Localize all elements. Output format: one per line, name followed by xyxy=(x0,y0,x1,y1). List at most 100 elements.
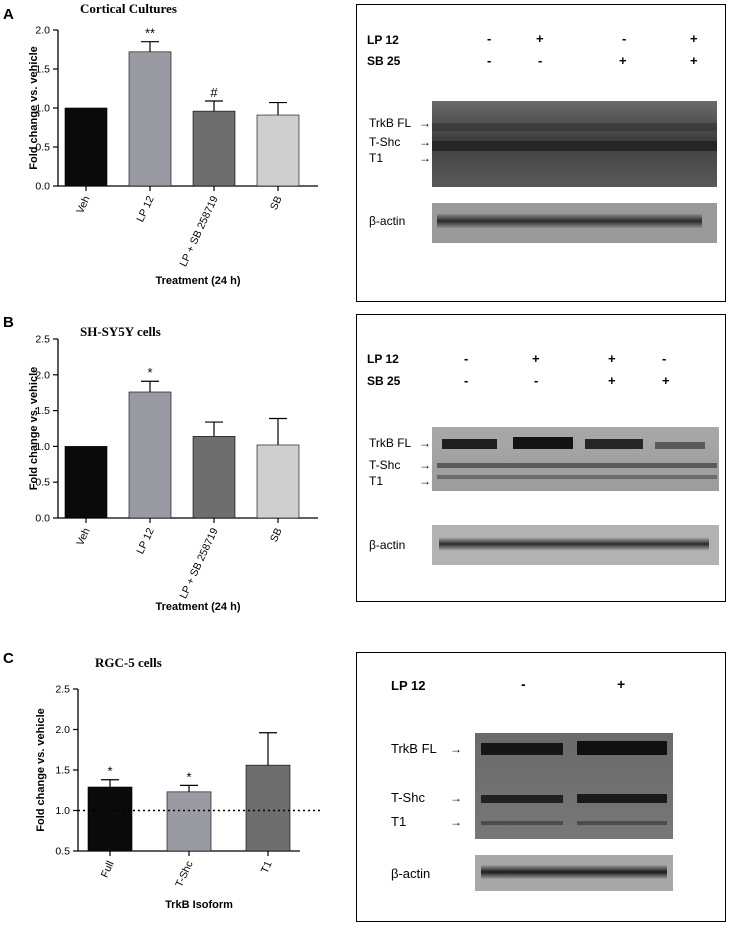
y-tick-label: 1.5 xyxy=(35,405,50,417)
y-axis-label: Fold change vs. vehicle xyxy=(28,46,40,170)
x-axis-label: TrkB Isoform xyxy=(165,899,233,911)
bar xyxy=(128,391,172,519)
y-tick-label: 0.0 xyxy=(35,513,50,525)
arrow-icon: → xyxy=(419,116,431,130)
bar xyxy=(64,107,108,187)
blot-b-row-label-sb25: SB 25 xyxy=(367,374,401,388)
x-axis-label: Treatment (24 h) xyxy=(156,601,241,613)
x-tick-label: LP 12 xyxy=(134,526,156,556)
blot-a-band-label-t1: T1 xyxy=(369,151,383,165)
bar xyxy=(192,110,236,187)
blot-b-band-label-trkb-fl: TrkB FL xyxy=(369,436,412,450)
blot-b-sign: + xyxy=(532,351,540,366)
bar xyxy=(87,786,133,852)
x-tick-label: SB xyxy=(268,526,285,544)
blot-b-membrane xyxy=(432,427,719,491)
significance-marker: * xyxy=(186,769,191,784)
bar-chart-rgc-5: RGC-5 cells 0.5 1.0 1.5 2.0 2.5 Fold change vs… xyxy=(35,655,320,911)
blot-a-row-label-sb25: SB 25 xyxy=(367,54,401,68)
significance-marker: * xyxy=(107,764,112,779)
blot-a-sign: + xyxy=(690,31,698,46)
x-tick-label: LP + SB 258719 xyxy=(177,194,220,269)
bar xyxy=(256,114,300,187)
y-tick-label: 1.5 xyxy=(35,64,50,76)
blot-c-band-label-trkb-fl: TrkB FL xyxy=(391,741,437,756)
chart-title: Cortical Cultures xyxy=(80,1,177,16)
x-tick-label: LP 12 xyxy=(134,194,156,224)
y-tick-label: 1.0 xyxy=(55,805,70,817)
panel-letter-c: C xyxy=(3,650,14,667)
blot-a-sign: + xyxy=(536,31,544,46)
arrow-icon: → xyxy=(419,458,431,472)
blot-a-sign: - xyxy=(487,31,491,46)
chart-title: SH-SY5Y cells xyxy=(80,324,161,339)
significance-marker: ** xyxy=(145,26,155,41)
blot-a-band-label-tshc: T-Shc xyxy=(369,135,400,149)
blot-b-sign: - xyxy=(534,373,538,388)
blot-a-row-label-lp12: LP 12 xyxy=(367,33,399,47)
blot-a-actin-label: β-actin xyxy=(369,214,405,228)
western-blot-panel-a: LP 12 SB 25 - + - + - - + + TrkB FL → T-… xyxy=(356,4,726,302)
y-tick-label: 1.0 xyxy=(35,103,50,115)
blot-a-sign: - xyxy=(487,53,491,68)
y-tick-label: 0.5 xyxy=(35,142,50,154)
blot-b-sign: + xyxy=(608,373,616,388)
y-tick-label: 2.5 xyxy=(35,334,50,346)
arrow-icon: → xyxy=(419,474,431,488)
y-tick-label: 1.5 xyxy=(55,765,70,777)
arrow-icon: → xyxy=(450,742,462,756)
x-tick-label: SB xyxy=(268,194,285,212)
bar xyxy=(166,791,212,852)
blot-a-sign: - xyxy=(538,53,542,68)
western-blot-c-figure: LP 12 - + TrkB FL → T-Shc → T1 → β-actin xyxy=(391,676,673,891)
blot-b-sign: - xyxy=(464,373,468,388)
blot-a-sign: + xyxy=(690,53,698,68)
western-blot-panel-b: LP 12 SB 25 - + + - - - + + TrkB FL → T-… xyxy=(356,314,726,602)
arrow-icon: → xyxy=(450,791,462,805)
blot-c-sign: - xyxy=(521,676,526,692)
bar xyxy=(245,764,291,852)
blot-c-band-label-t1: T1 xyxy=(391,814,406,829)
x-tick-label: Veh xyxy=(74,526,93,548)
blot-a-sign: + xyxy=(619,53,627,68)
x-tick-label: LP + SB 258719 xyxy=(177,526,220,601)
y-axis-label: Fold change vs. vehicle xyxy=(28,367,40,491)
blot-c-sign: + xyxy=(617,676,625,692)
y-tick-label: 1.0 xyxy=(35,441,50,453)
bar xyxy=(64,446,108,519)
blot-b-actin-label: β-actin xyxy=(369,538,405,552)
blot-a-sign: - xyxy=(622,31,626,46)
blot-b-row-label-lp12: LP 12 xyxy=(367,352,399,366)
x-axis-label: Treatment (24 h) xyxy=(156,275,241,287)
significance-marker: # xyxy=(210,85,218,100)
blot-c-row-label-lp12: LP 12 xyxy=(391,678,425,693)
y-tick-label: 2.0 xyxy=(35,25,50,37)
blot-b-band-label-tshc: T-Shc xyxy=(369,458,400,472)
y-tick-label: 2.0 xyxy=(55,724,70,736)
arrow-icon: → xyxy=(419,135,431,149)
y-tick-label: 0.5 xyxy=(35,477,50,489)
x-tick-label: T1 xyxy=(259,859,275,875)
bar xyxy=(128,51,172,187)
bar-chart-sh-sy5y: SH-SY5Y cells 0.0 0.5 1.0 1.5 2.0 2.5 Fold chan… xyxy=(28,324,318,613)
blot-c-actin-label: β-actin xyxy=(391,866,430,881)
y-tick-label: 0.5 xyxy=(55,846,70,858)
bar-chart-cortical-cultures: Cortical Cultures 0.0 0.5 1.0 1.5 2.0 Fold cha… xyxy=(28,1,318,287)
blot-b-sign: - xyxy=(464,351,468,366)
panel-letter-a: A xyxy=(3,6,14,23)
arrow-icon: → xyxy=(450,815,462,829)
western-blot-b-figure: LP 12 SB 25 - + + - - - + + TrkB FL → T-… xyxy=(367,351,719,565)
bar xyxy=(256,444,300,519)
arrow-icon: → xyxy=(419,151,431,165)
blot-c-band-label-tshc: T-Shc xyxy=(391,790,425,805)
y-tick-label: 2.0 xyxy=(35,369,50,381)
blot-b-band-label-t1: T1 xyxy=(369,474,383,488)
x-tick-label: T-Shc xyxy=(173,859,195,889)
y-tick-label: 2.5 xyxy=(55,684,70,696)
chart-title: RGC-5 cells xyxy=(95,655,162,670)
blot-b-sign: + xyxy=(608,351,616,366)
western-blot-panel-c: LP 12 - + TrkB FL → T-Shc → T1 → β-actin xyxy=(356,652,726,922)
x-tick-label: Full xyxy=(99,859,117,879)
y-axis-label: Fold change vs. vehicle xyxy=(35,708,47,832)
bar xyxy=(192,436,236,519)
